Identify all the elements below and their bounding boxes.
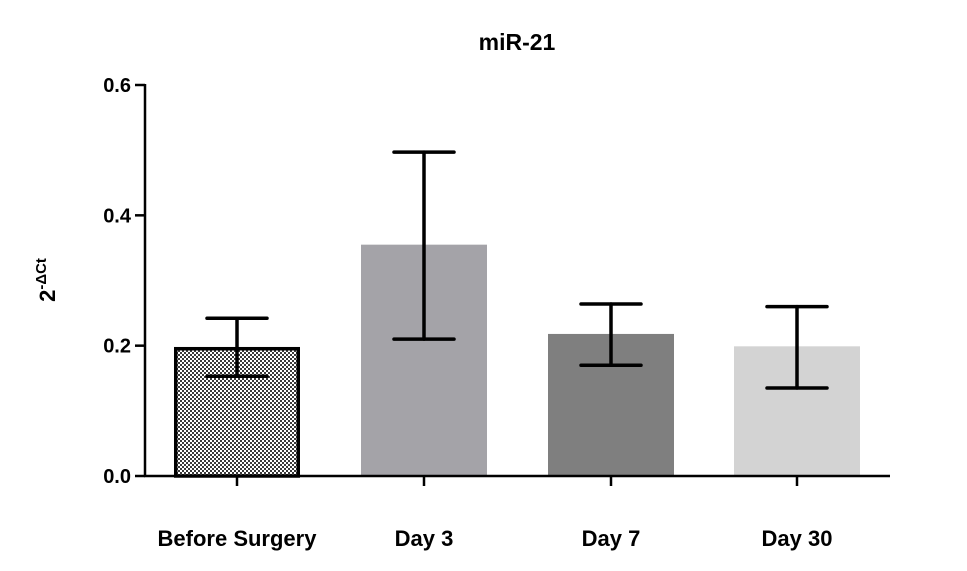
chart-title: miR-21 xyxy=(479,29,556,55)
axes-group xyxy=(143,84,890,486)
y-axis-label-superscript: -ΔCt xyxy=(33,258,50,290)
y-ticks-group: 0.0 0.2 0.4 0.6 xyxy=(103,75,145,488)
error-bar-day-30 xyxy=(765,304,829,390)
y-tick-label-0.6: 0.6 xyxy=(103,75,131,97)
error-bar-day-3 xyxy=(392,150,456,341)
x-tick-label-day-30: Day 30 xyxy=(762,526,833,551)
y-tick-label-0.0: 0.0 xyxy=(103,466,131,488)
x-tick-label-before-surgery: Before Surgery xyxy=(158,526,318,551)
x-tick-label-day-7: Day 7 xyxy=(582,526,641,551)
bars-group xyxy=(174,244,860,478)
error-bar-day-7 xyxy=(579,302,643,367)
error-bars-group xyxy=(205,150,829,390)
x-labels-group: Before Surgery Day 3 Day 7 Day 30 xyxy=(158,526,833,551)
y-axis-label-base: 2 xyxy=(35,290,60,302)
y-tick-label-0.4: 0.4 xyxy=(103,205,132,227)
error-bar-before-surgery xyxy=(205,316,269,379)
y-tick-label-0.2: 0.2 xyxy=(103,336,131,358)
x-tick-label-day-3: Day 3 xyxy=(395,526,454,551)
y-axis-label: 2-ΔCt xyxy=(33,258,60,302)
